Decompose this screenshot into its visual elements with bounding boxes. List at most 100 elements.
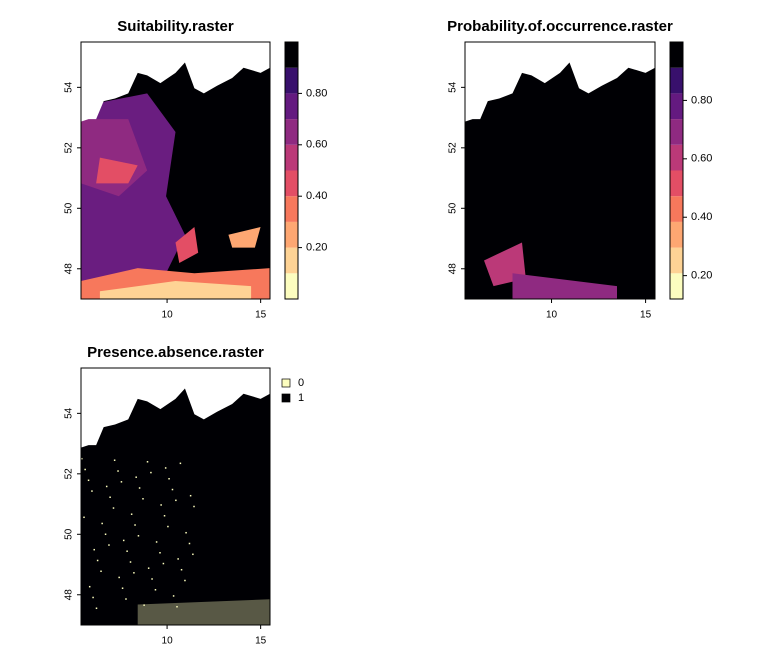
legend-label: 1 [298, 392, 304, 404]
chart-title: Probability.of.occurrence.raster [447, 18, 673, 35]
land-region [175, 227, 199, 264]
y-tick-label: 52 [64, 468, 75, 480]
land-pixel [125, 598, 127, 600]
land-pixel [113, 459, 116, 461]
colorbar-frame [669, 41, 684, 300]
y-tick-label: 48 [64, 263, 75, 275]
y-tick-label: 54 [64, 407, 75, 419]
land-pixel [154, 589, 157, 591]
map-raster [81, 42, 270, 300]
land-pixel [171, 488, 174, 491]
colorbar-tick-label: 0.40 [306, 190, 327, 202]
colorbar-band [285, 119, 298, 145]
land-pixel [185, 531, 187, 534]
map-raster [81, 368, 270, 625]
x-tick-label: 10 [162, 310, 174, 321]
colorbar-band [670, 93, 683, 120]
land-pixel [130, 513, 133, 515]
colorbar-tick-label: 0.60 [691, 153, 712, 165]
colorbar-tick-label: 0.60 [306, 139, 327, 151]
y-tick-label: 52 [64, 142, 75, 154]
land-pixel [146, 461, 149, 463]
colorbar-band [670, 196, 683, 222]
land-pixel [118, 576, 120, 579]
land-pixel [162, 562, 165, 565]
colorbar-frame [284, 41, 299, 300]
land-pixel [177, 558, 179, 560]
land-pixel [134, 524, 136, 526]
x-tick-label: 10 [546, 310, 558, 321]
x-tick-label: 15 [255, 310, 267, 321]
land-pixel [137, 535, 140, 537]
x-tick-label: 15 [255, 636, 267, 647]
land-pixel [120, 481, 123, 483]
plot-frame [80, 367, 271, 626]
chart-title: Suitability.raster [117, 18, 234, 35]
land-pixel [184, 579, 186, 582]
land-pixel [121, 587, 124, 589]
colorbar-tick-label: 0.20 [306, 242, 327, 254]
land-pixel [188, 542, 191, 545]
colorbar-band [285, 93, 298, 120]
colorbar-band [670, 144, 683, 171]
land-pixel [155, 541, 158, 543]
land-pixel [133, 572, 135, 574]
map-raster [465, 42, 655, 299]
colorbar-band [285, 221, 298, 248]
land-pixel [91, 490, 93, 492]
land-pixel [168, 477, 170, 480]
colorbar-band [670, 42, 683, 68]
land-region [137, 599, 270, 625]
land-pixel [147, 567, 150, 569]
colorbar-tick-label: 0.80 [306, 87, 327, 99]
land-pixel [180, 568, 183, 571]
colorbar-band [285, 67, 298, 94]
land-pixel [105, 485, 108, 488]
x-tick-label: 10 [162, 636, 174, 647]
sea [465, 42, 655, 122]
land-pixel [192, 553, 194, 556]
land-pixel [138, 487, 141, 489]
land-pixel [87, 479, 90, 482]
legend-label: 0 [298, 377, 304, 389]
land-pixel [189, 494, 192, 497]
colorbar-band [285, 196, 298, 222]
land-pixel [81, 457, 83, 460]
land-pixel [122, 539, 125, 542]
colorbar-band [285, 247, 298, 274]
land-pixel [101, 522, 103, 525]
land-pixel [95, 607, 98, 610]
land-pixel [142, 498, 144, 500]
colorbar-band [670, 170, 683, 197]
y-tick-label: 54 [64, 81, 75, 93]
land-region [99, 281, 252, 299]
land-pixel [164, 467, 167, 469]
land-pixel [112, 507, 115, 509]
land-pixel [104, 533, 107, 536]
land-pixel [117, 470, 119, 472]
land-pixel [179, 462, 182, 465]
y-tick-label: 48 [64, 589, 75, 601]
legend-swatch [281, 378, 291, 388]
land-pixel [96, 559, 99, 562]
land-pixel [84, 468, 86, 471]
colorbar-tick-label: 0.80 [691, 94, 712, 106]
land-region [96, 157, 138, 184]
y-tick-label: 52 [448, 142, 459, 154]
legend-swatch [281, 393, 291, 403]
colorbar-band [670, 119, 683, 145]
land-pixel [126, 550, 128, 552]
land-pixel [193, 505, 195, 508]
y-tick-label: 50 [448, 202, 459, 214]
colorbar-band [285, 273, 298, 299]
y-tick-label: 54 [448, 81, 459, 93]
y-tick-label: 50 [64, 528, 75, 540]
colorbar-band [285, 42, 298, 68]
sea [81, 42, 270, 122]
chart-title: Presence.absence.raster [87, 344, 264, 361]
y-tick-label: 48 [448, 263, 459, 275]
sea [81, 368, 270, 448]
colorbar-band [670, 221, 683, 248]
x-tick-label: 15 [640, 310, 652, 321]
